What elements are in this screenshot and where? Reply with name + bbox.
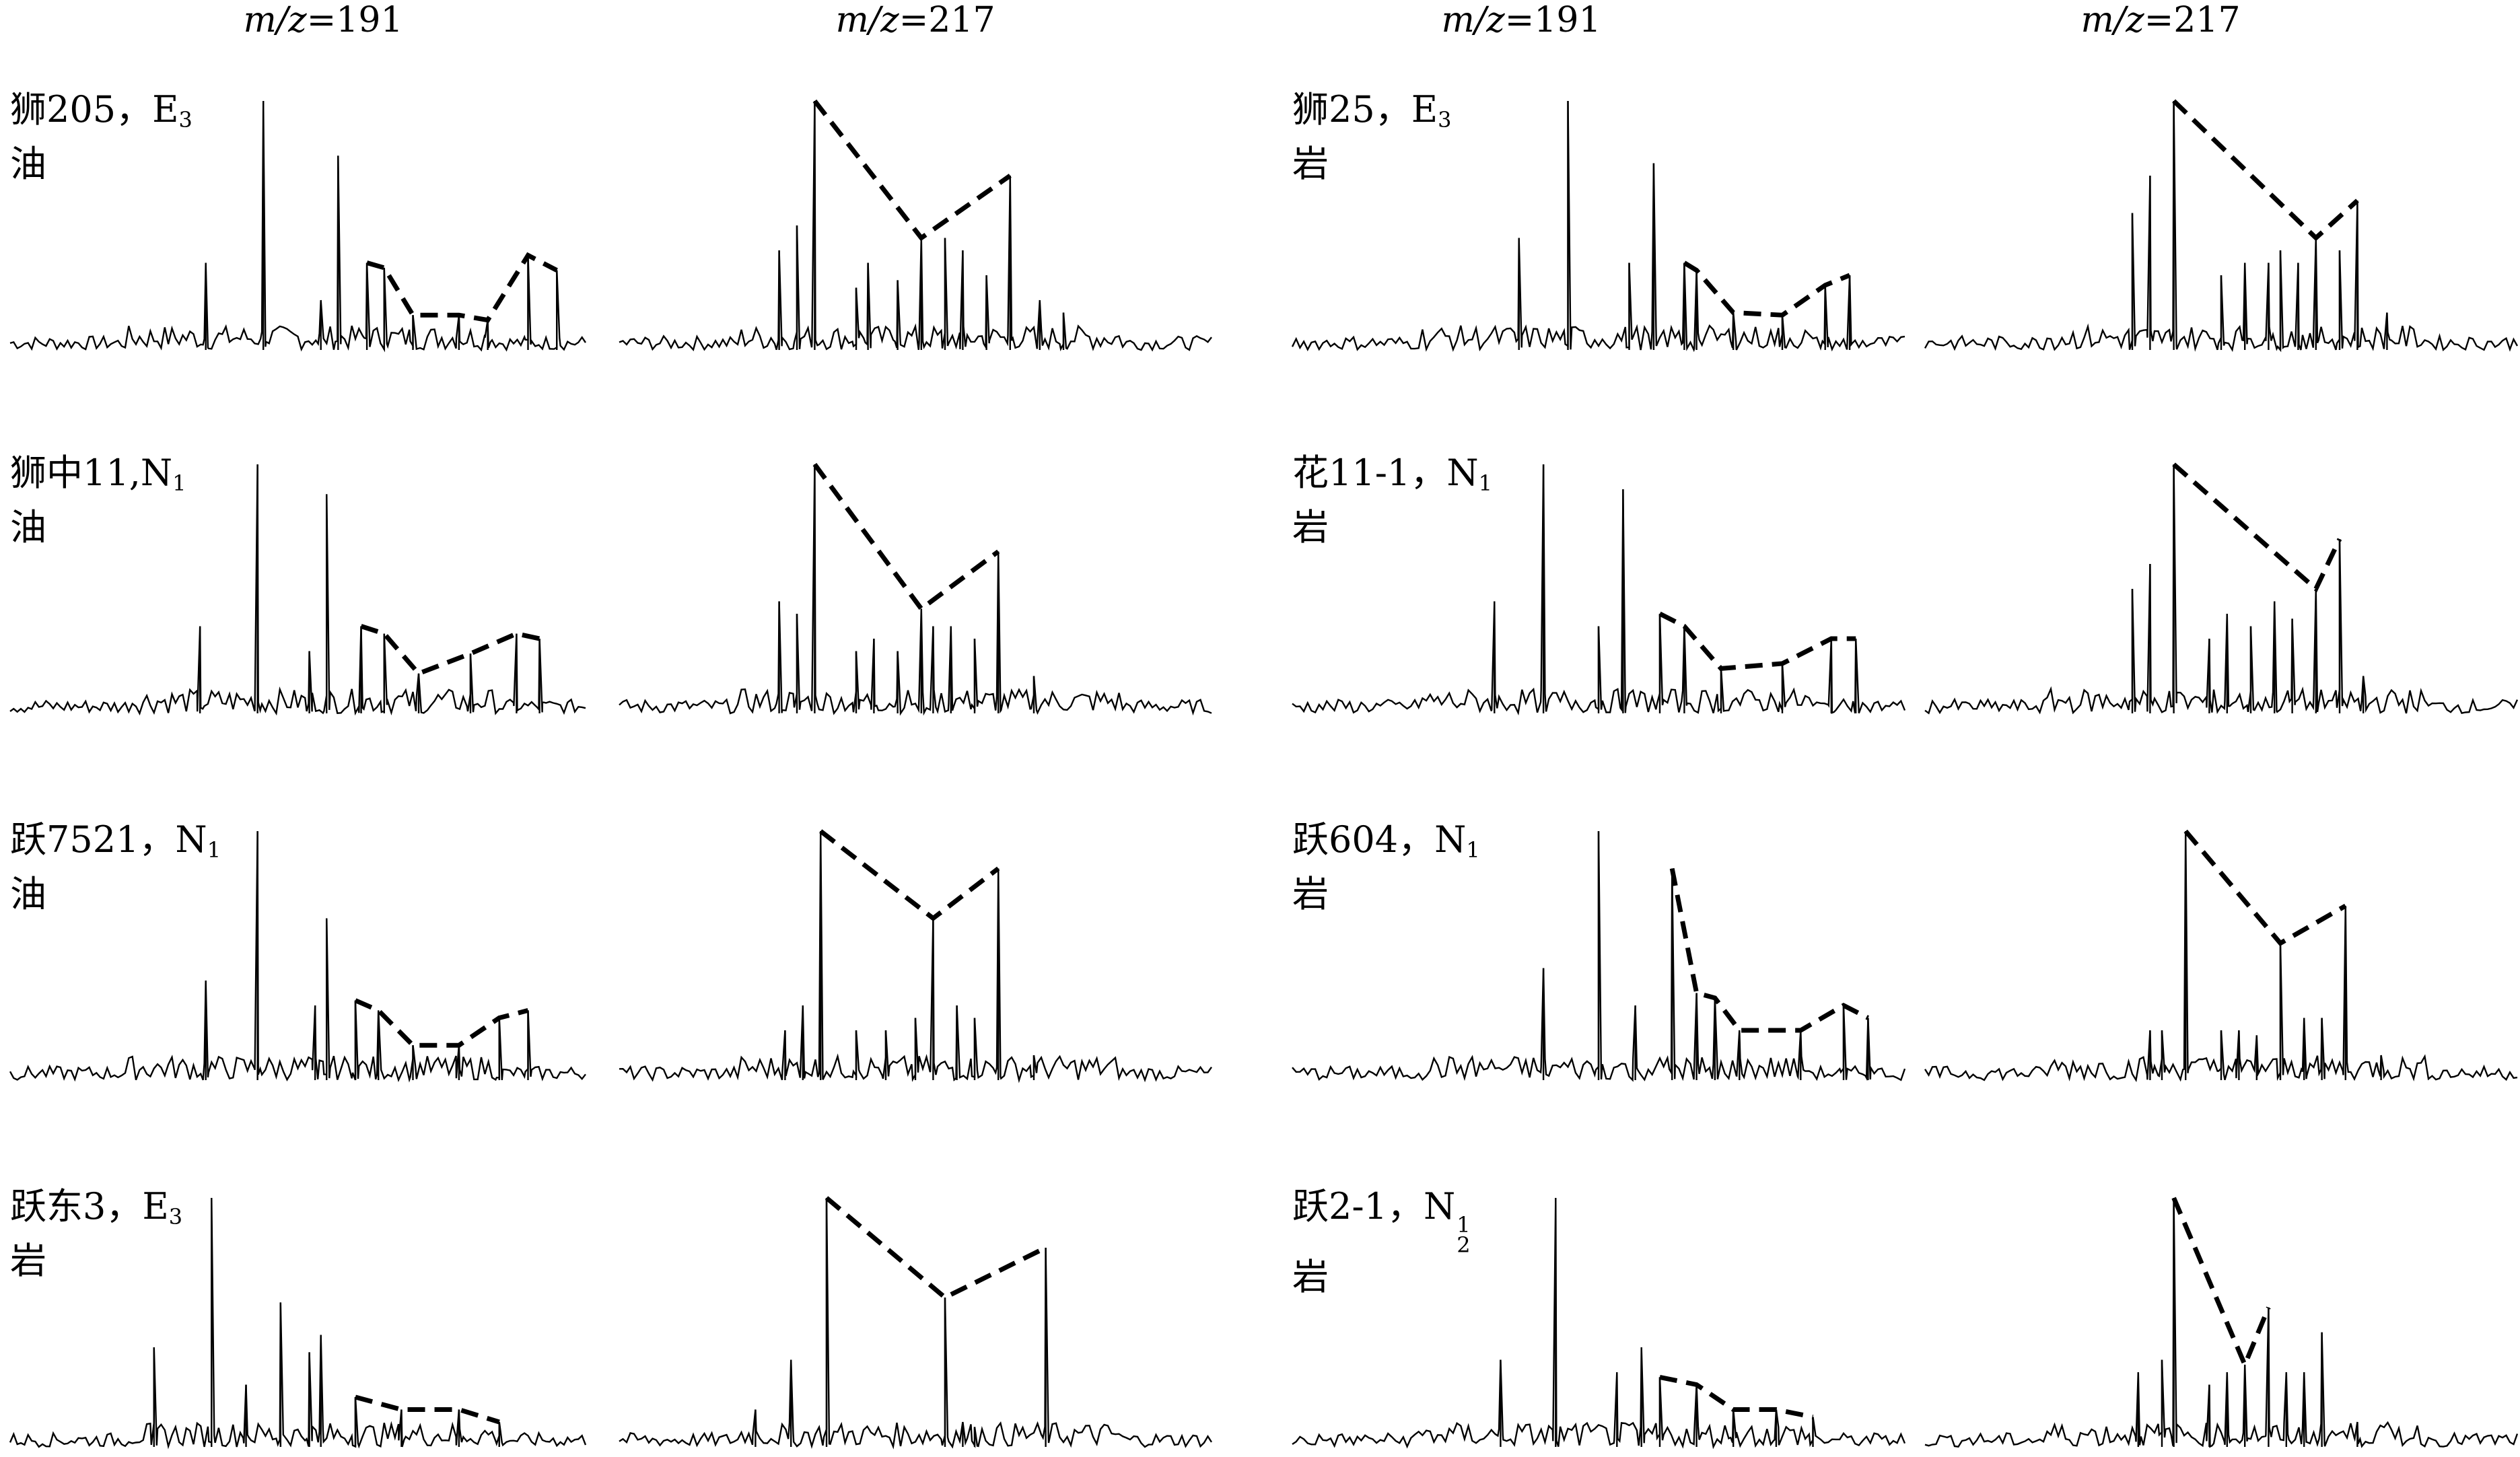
m191-dashed-3 <box>355 1394 500 1425</box>
m217-dashed-4 <box>2172 99 2359 242</box>
sample-lithology: 岩 <box>1292 873 1329 915</box>
sample-sub: 1 <box>1478 470 1492 496</box>
sample-well: 狮205，E <box>10 88 179 131</box>
column-title-m191-left: m/z=191 <box>243 0 403 40</box>
m191-dashed-4 <box>1683 260 1851 318</box>
sample-sub: 1 <box>172 470 186 496</box>
m217-trace-3 <box>619 1197 1213 1450</box>
sample-sub: 3 <box>1438 107 1452 133</box>
sample-well: 花11-1，N <box>1292 452 1479 494</box>
m217-dashed-3 <box>825 1196 1047 1301</box>
sample-lithology: 岩 <box>1292 1256 1329 1298</box>
sample-label-1: 狮中11,N1 油 <box>10 451 186 550</box>
m191-dashed-0 <box>366 252 558 323</box>
sample-label-5: 花11-1，N1 岩 <box>1292 451 1492 550</box>
sample-well: 狮中11,N <box>10 452 173 494</box>
sample-label-0: 狮205，E3 油 <box>10 87 193 186</box>
m217-dashed-1 <box>812 462 1000 612</box>
sample-label-3: 跃东3，E3 岩 <box>10 1184 182 1283</box>
m191-trace-7 <box>1292 1197 1906 1450</box>
sample-lithology: 油 <box>10 506 46 548</box>
sample-well: 跃东3，E <box>10 1185 169 1228</box>
m217-dashed-5 <box>2172 462 2342 593</box>
sample-well: 跃604，N <box>1292 818 1467 861</box>
sample-sub: 3 <box>168 1204 183 1230</box>
m217-trace-1 <box>619 464 1212 716</box>
m191-trace-1 <box>9 464 586 716</box>
m191-dashed-5 <box>1658 611 1856 672</box>
sample-well: 跃2-1，N <box>1292 1185 1456 1228</box>
m191-trace-2 <box>9 830 586 1083</box>
m217-dashed-0 <box>812 99 1012 242</box>
sample-sub: 2 <box>1457 1232 1471 1258</box>
m191-dashed-1 <box>360 624 540 676</box>
m217-dashed-7 <box>2171 1197 2271 1371</box>
sample-well: 跃7521，N <box>10 818 207 861</box>
sample-sub: 3 <box>178 107 193 133</box>
column-title-m217-right: m/z=217 <box>2080 0 2241 40</box>
m191-dashed-7 <box>1659 1374 1814 1420</box>
sample-lithology: 油 <box>10 873 46 915</box>
m217-dashed-2 <box>819 829 1000 921</box>
m191-dashed-6 <box>1669 867 1869 1033</box>
m217-trace-5 <box>1924 464 2519 715</box>
sample-sup: 1 <box>1457 1212 1471 1238</box>
m191-dashed-2 <box>354 998 529 1048</box>
m191-trace-5 <box>1292 464 1906 716</box>
column-title-m217-left: m/z=217 <box>835 0 995 40</box>
sample-label-4: 狮25，E3 岩 <box>1292 87 1452 186</box>
sample-lithology: 岩 <box>10 1240 46 1282</box>
sample-lithology: 岩 <box>1292 506 1329 548</box>
sample-label-7: 跃2-1，N 1 2 岩 <box>1292 1184 1471 1300</box>
m191-trace-6 <box>1292 830 1906 1082</box>
m217-trace-6 <box>1924 830 2518 1082</box>
sample-lithology: 油 <box>10 143 46 185</box>
sample-label-6: 跃604，N1 岩 <box>1292 818 1480 917</box>
m217-trace-4 <box>1924 100 2519 353</box>
column-title-m191-right: m/z=191 <box>1441 0 1601 40</box>
m217-trace-7 <box>1924 1197 2519 1448</box>
m217-dashed-6 <box>2183 829 2347 946</box>
sample-label-2: 跃7521，N1 油 <box>10 818 221 917</box>
m191-trace-0 <box>9 100 586 353</box>
m191-trace-3 <box>9 1197 587 1450</box>
sample-well: 狮25，E <box>1292 88 1438 131</box>
sample-lithology: 岩 <box>1292 143 1329 185</box>
sample-sub: 1 <box>207 837 221 863</box>
m217-trace-0 <box>619 100 1212 352</box>
sample-sub: 1 <box>1466 837 1480 863</box>
